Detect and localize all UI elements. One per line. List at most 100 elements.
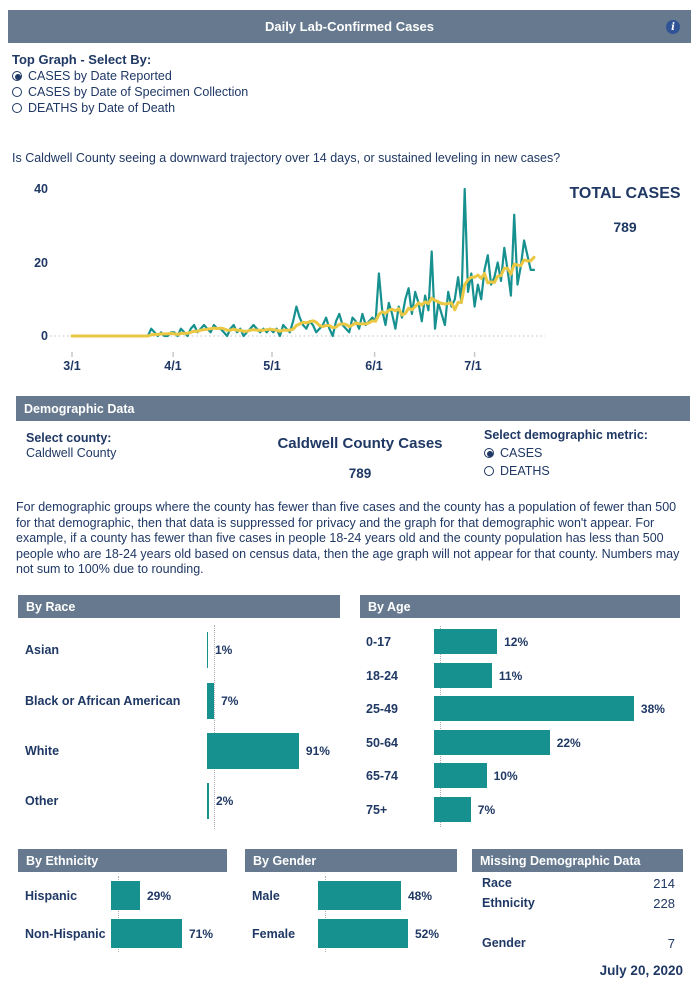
county-cases-value: 789: [348, 466, 372, 481]
missing-row-value: 7: [667, 936, 675, 951]
age-category-label: 75+: [366, 802, 388, 817]
age-axis-baseline: [440, 626, 441, 827]
by-ethnicity-header: By Ethnicity: [18, 849, 227, 872]
report-date: July 20, 2020: [599, 963, 683, 978]
race-bar: [207, 683, 215, 719]
age-category-label: 18-24: [366, 668, 398, 683]
x-axis-tick-jun: 6/1: [365, 359, 383, 373]
page-title: Daily Lab-Confirmed Cases: [264, 19, 435, 34]
gender-bar-value: 52%: [415, 926, 440, 941]
age-row: 25-49 38%: [360, 696, 689, 721]
ethnicity-category-label: Non-Hispanic: [25, 926, 106, 941]
select-county-label: Select county:: [26, 431, 112, 445]
gender-bar-value: 48%: [408, 888, 433, 903]
age-bar: [434, 730, 550, 755]
age-bar-value: 38%: [640, 701, 665, 716]
missing-data-panel: Missing Demographic Data Race 214 Ethnic…: [472, 849, 683, 959]
race-bar-value: 2%: [216, 794, 234, 808]
county-selector-value[interactable]: Caldwell County: [26, 446, 117, 460]
age-bar: [434, 663, 492, 688]
age-bar: [434, 696, 634, 721]
age-category-label: 65-74: [366, 768, 398, 783]
by-gender-panel: By Gender Male 48% Female 52%: [245, 849, 457, 959]
race-category-label: Asian: [25, 643, 60, 657]
race-category-label: Other: [25, 794, 59, 808]
age-row: 0-17 12%: [360, 629, 689, 654]
ethnicity-bar-value: 29%: [147, 888, 172, 903]
x-axis-tick-apr: 4/1: [164, 359, 182, 373]
by-gender-header: By Gender: [245, 849, 457, 872]
by-ethnicity-panel: By Ethnicity Hispanic 29% Non-Hispanic 7…: [18, 849, 228, 959]
missing-row-label: Ethnicity: [482, 896, 535, 910]
header-bar: Daily Lab-Confirmed Cases: [8, 10, 691, 43]
y-axis-tick-20: 20: [34, 256, 48, 270]
gender-row: Female 52%: [245, 919, 457, 948]
ethnicity-bar-value: 71%: [189, 926, 214, 941]
radio-cases-by-date-reported[interactable]: CASES by Date Reported: [12, 69, 172, 83]
radio-button-icon[interactable]: [12, 103, 22, 113]
radio-button-icon[interactable]: [484, 466, 494, 476]
missing-data-header: Missing Demographic Data: [472, 849, 683, 872]
info-icon[interactable]: i: [666, 20, 680, 34]
race-category-label: Black or African American: [25, 694, 181, 708]
race-bar: [207, 733, 299, 769]
ethnicity-bar: [111, 919, 182, 948]
race-axis-baseline: [214, 625, 215, 829]
radio-button-icon[interactable]: [12, 87, 22, 97]
radio-label: CASES by Date of Specimen Collection: [28, 85, 249, 99]
age-bar-value: 11%: [498, 668, 523, 683]
ethnicity-row: Non-Hispanic 71%: [18, 919, 228, 948]
race-bar: [207, 783, 209, 819]
radio-cases-by-specimen-collection[interactable]: CASES by Date of Specimen Collection: [12, 85, 248, 99]
metric-select-label: Select demographic metric:: [484, 428, 648, 442]
radio-label: DEATHS by Date of Death: [28, 101, 176, 115]
age-category-label: 0-17: [366, 634, 392, 649]
age-bar-value: 12%: [504, 634, 529, 649]
missing-row-value: 228: [653, 896, 675, 911]
by-race-panel: By Race Asian 1% Black or African Americ…: [18, 595, 340, 835]
radio-button-icon[interactable]: [12, 71, 22, 81]
gender-bar: [318, 881, 401, 910]
ethnicity-row: Hispanic 29%: [18, 881, 228, 910]
race-row: White 91%: [18, 733, 340, 769]
missing-row-value: 214: [653, 876, 675, 891]
race-row: Asian 1%: [18, 632, 340, 668]
race-bar-value: 91%: [305, 744, 330, 758]
x-axis-tick-may: 5/1: [263, 359, 281, 373]
radio-label: CASES: [500, 446, 543, 460]
radio-deaths-by-date-of-death[interactable]: DEATHS by Date of Death: [12, 101, 175, 115]
age-category-label: 50-64: [366, 735, 398, 750]
total-cases-value: 789: [613, 219, 637, 235]
radio-metric-deaths[interactable]: DEATHS: [484, 464, 550, 478]
by-age-header: By Age: [360, 595, 680, 618]
top-graph-select-label: Top Graph - Select By:: [12, 52, 152, 67]
y-axis-tick-40: 40: [34, 182, 48, 196]
y-axis-tick-0: 0: [41, 329, 48, 343]
race-bar-value: 7%: [221, 694, 239, 708]
age-row: 75+ 7%: [360, 797, 689, 822]
missing-row-label: Race: [482, 876, 512, 890]
radio-button-icon[interactable]: [484, 448, 494, 458]
x-axis-tick-mar: 3/1: [63, 359, 81, 373]
age-bar: [434, 763, 487, 788]
missing-row: Race 214: [472, 876, 683, 892]
x-axis-tick-jul: 7/1: [464, 359, 482, 373]
gender-bar: [318, 919, 408, 948]
privacy-disclaimer: For demographic groups where the county …: [16, 500, 680, 577]
age-row: 18-24 11%: [360, 663, 689, 688]
ethnicity-category-label: Hispanic: [25, 888, 78, 903]
gender-category-label: Female: [252, 926, 296, 941]
total-cases-label: TOTAL CASES: [569, 185, 681, 202]
ethnicity-axis-baseline: [118, 876, 119, 952]
age-bar-value: 7%: [477, 802, 496, 817]
gender-category-label: Male: [252, 888, 280, 903]
race-bar: [207, 632, 208, 668]
race-category-label: White: [25, 744, 60, 758]
age-bar: [434, 797, 471, 822]
age-bar-value: 10%: [493, 768, 518, 783]
gender-row: Male 48%: [245, 881, 457, 910]
missing-row: Ethnicity 228: [472, 896, 683, 912]
age-category-label: 25-49: [366, 701, 398, 716]
radio-metric-cases[interactable]: CASES: [484, 446, 542, 460]
